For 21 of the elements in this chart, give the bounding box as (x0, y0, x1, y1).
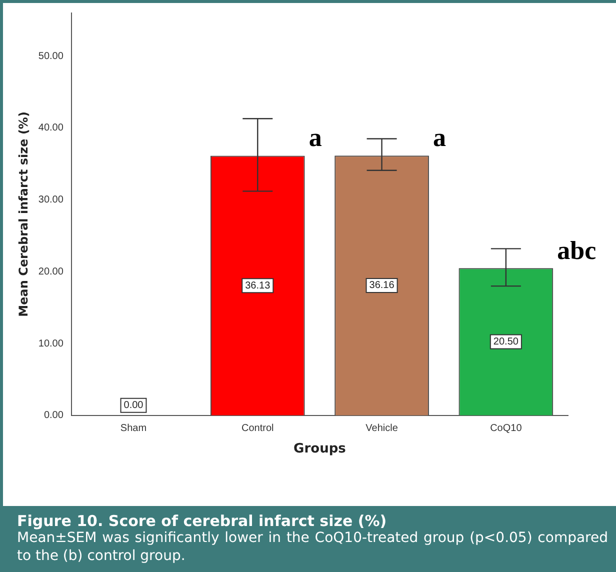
y-tick-label: 50.00 (38, 50, 64, 62)
x-tick-label: CoQ10 (490, 423, 522, 434)
data-label: 0.00 (124, 400, 144, 412)
annotation: a (432, 123, 446, 152)
data-label: 36.16 (369, 280, 395, 292)
y-tick-label: 20.00 (38, 266, 64, 278)
y-tick-label: 30.00 (38, 194, 64, 206)
text: Figure 10. Score of cerebral infarct size (%) (17, 512, 388, 530)
y-tick-label: 40.00 (38, 122, 64, 134)
x-tick-label: Sham (120, 423, 147, 434)
x-tick-label: Control (242, 423, 274, 434)
y-axis-title: Mean Cerebral infarct size (%) (16, 112, 30, 317)
y-tick-label: 10.00 (38, 338, 64, 350)
annotation: abc (557, 236, 596, 266)
annotation: a (308, 123, 322, 152)
data-label: 36.13 (245, 280, 271, 292)
text: Mean±SEM was significantly lower in the CoQ10-treated group (p<0.05) compared to the (b) control group. (17, 530, 608, 565)
x-axis-title: Groups (294, 442, 346, 457)
x-tick-label: Vehicle (366, 423, 398, 434)
y-tick-label: 0.00 (44, 410, 64, 422)
data-label: 20.50 (493, 336, 519, 348)
